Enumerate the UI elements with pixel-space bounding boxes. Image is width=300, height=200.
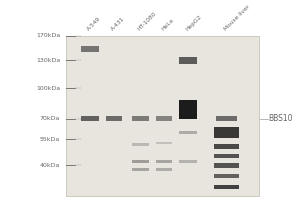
Bar [214,127,239,138]
Text: HepG2: HepG2 [184,14,202,32]
Text: 40kDa: 40kDa [40,163,60,168]
Bar [81,116,99,121]
Bar [156,160,172,163]
Bar [106,116,122,121]
Bar [214,185,239,189]
Bar [179,131,197,134]
Bar [132,116,148,121]
Bar [179,100,197,119]
Bar [216,116,237,121]
Bar [214,144,239,149]
Bar [214,154,239,158]
Text: HT-1080: HT-1080 [137,11,158,32]
Text: Mouse liver: Mouse liver [223,4,251,32]
Bar [214,163,239,168]
Bar [81,46,99,52]
Bar [132,143,148,146]
Bar [214,174,239,178]
Bar [132,160,148,163]
Bar [132,168,148,171]
Bar [156,168,172,171]
Bar [66,36,260,196]
Text: A-549: A-549 [86,16,102,32]
Text: 170kDa: 170kDa [36,33,60,38]
Bar [179,57,197,64]
Bar [179,160,197,163]
Text: 70kDa: 70kDa [40,116,60,121]
Text: 100kDa: 100kDa [36,86,60,91]
Text: 55kDa: 55kDa [40,137,60,142]
Text: BBS10: BBS10 [268,114,293,123]
Text: A-431: A-431 [110,16,126,32]
Text: HeLa: HeLa [161,18,175,32]
Bar [156,116,172,121]
Text: 130kDa: 130kDa [36,58,60,63]
Bar [156,142,172,144]
